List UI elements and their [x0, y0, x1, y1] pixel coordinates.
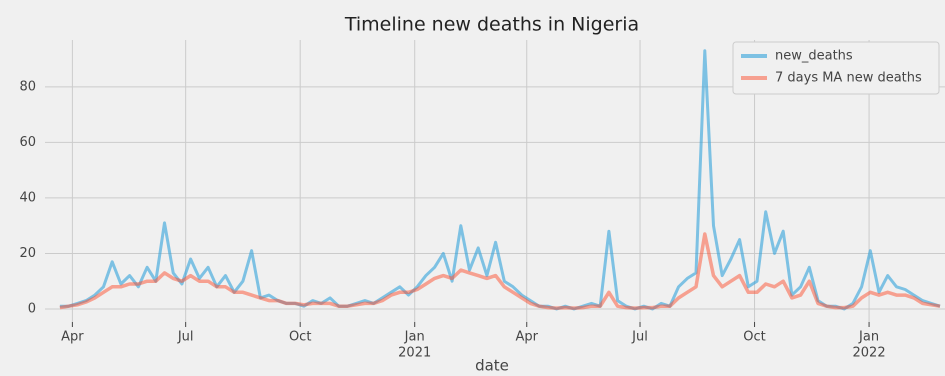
x-tick-label: Jan [404, 330, 425, 345]
y-tick-label: 40 [19, 190, 36, 205]
x-tick-label: Jul [631, 330, 648, 345]
y-tick-label: 80 [19, 79, 36, 94]
series-line [59, 49, 941, 311]
x-tick-label: Apr [515, 330, 538, 345]
legend-label: 7 days MA new deaths [775, 71, 922, 86]
x-tick-year: 2021 [398, 346, 431, 361]
x-tick-label: Jul [177, 330, 194, 345]
x-tick-label: Oct [289, 330, 311, 345]
x-tick-label: Apr [61, 330, 84, 345]
x-axis-label: date [475, 357, 509, 375]
chart-title: Timeline new deaths in Nigeria [344, 14, 639, 36]
legend-box [732, 41, 940, 95]
y-tick-label: 20 [19, 246, 36, 261]
x-tick-label: Jan [858, 330, 879, 345]
legend-label: new_deaths [775, 49, 853, 64]
x-tick-year: 2022 [853, 346, 886, 361]
x-tick-label: Oct [743, 330, 765, 345]
series-line [59, 232, 941, 310]
y-tick-label: 60 [19, 135, 36, 150]
y-tick-label: 0 [28, 301, 36, 316]
